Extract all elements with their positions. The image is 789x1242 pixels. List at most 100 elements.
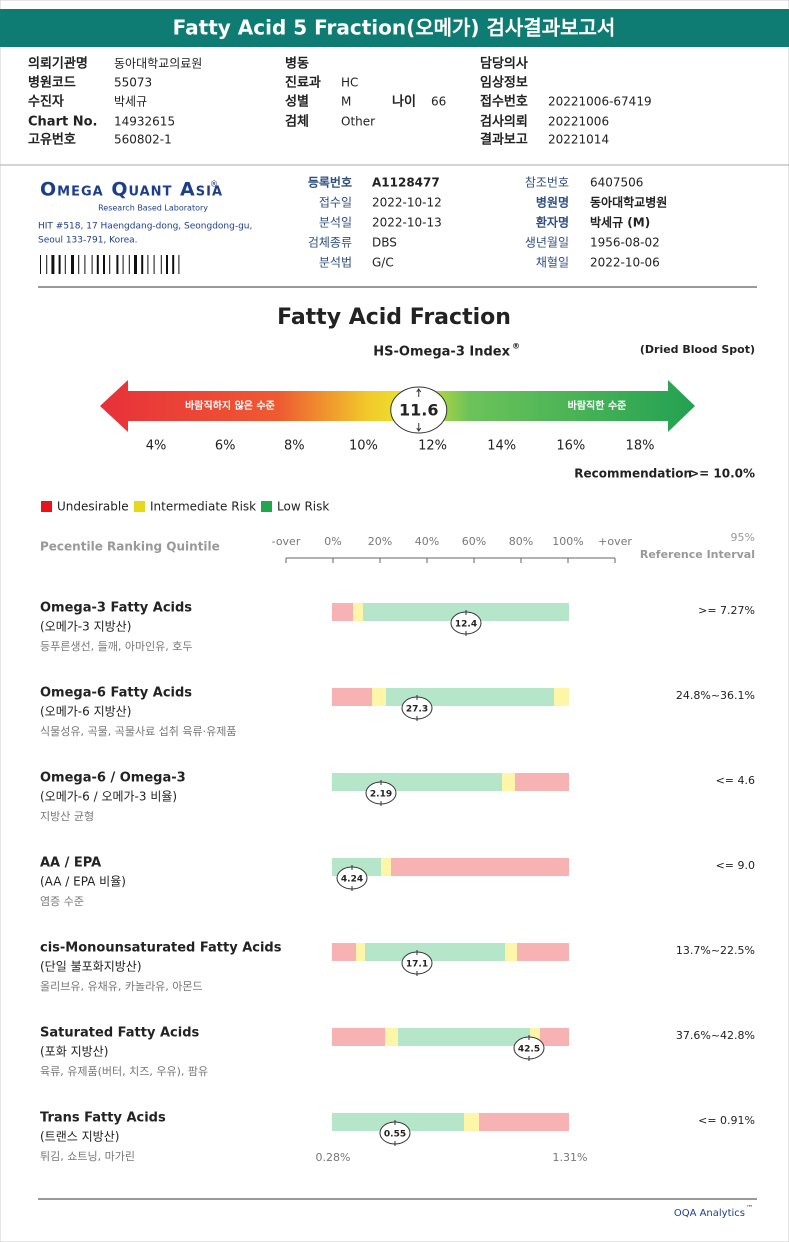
barcode-bar bbox=[134, 255, 137, 274]
info-label: 진료과 bbox=[285, 75, 321, 91]
barcode-bar bbox=[58, 255, 61, 274]
barcode-bar bbox=[84, 255, 86, 274]
barcode-bar bbox=[172, 255, 175, 274]
arrow-label: 바람직한 수준 bbox=[568, 399, 627, 412]
field-label: 등록번호 bbox=[308, 175, 352, 190]
barcode-bar bbox=[71, 255, 74, 274]
scale-label: 14% bbox=[487, 439, 516, 454]
axis-label: 20% bbox=[368, 535, 392, 548]
axis-label: +over bbox=[598, 535, 632, 548]
reference: <= 4.6 bbox=[716, 774, 755, 787]
reference: 37.6%~42.8% bbox=[676, 1029, 755, 1042]
tagline: Research Based Laboratory bbox=[98, 204, 208, 213]
axis-label: -over bbox=[272, 535, 301, 548]
range-segment bbox=[464, 1113, 479, 1131]
item-name-ko: (단일 불포화지방산) bbox=[40, 960, 142, 974]
scale-label: 10% bbox=[349, 439, 378, 454]
field-value: 1956-08-02 bbox=[590, 236, 660, 250]
scale-label: 12% bbox=[418, 439, 447, 454]
specimen: (Dried Blood Spot) bbox=[640, 343, 755, 356]
legend-swatch bbox=[261, 501, 272, 512]
field-value: 2022-10-13 bbox=[372, 216, 442, 230]
item-name-ko: (AA / EPA 비율) bbox=[40, 875, 126, 889]
range-segment bbox=[353, 603, 363, 621]
field-value: G/C bbox=[372, 256, 394, 270]
arrow-label: 바람직하지 않은 수준 bbox=[185, 399, 275, 412]
item-name-ko: (오메가-6 지방산) bbox=[40, 705, 131, 719]
barcode-bar bbox=[78, 255, 80, 274]
barcode-bar bbox=[122, 255, 124, 274]
info-label: 접수번호 bbox=[480, 94, 528, 110]
item-foods: 튀김, 쇼트닝, 마가린 bbox=[40, 1150, 135, 1163]
item-value: 12.4 bbox=[455, 620, 477, 630]
info-label: 수진자 bbox=[28, 94, 64, 110]
index-value: 11.6 bbox=[399, 401, 438, 420]
field-label: 분석법 bbox=[319, 256, 352, 270]
title-bar bbox=[0, 9, 789, 47]
axis-label: 80% bbox=[509, 535, 533, 548]
item-foods: 등푸른생선, 들깨, 아마인유, 호두 bbox=[40, 640, 193, 653]
info-label: 고유번호 bbox=[28, 133, 76, 148]
item-name: Omega-3 Fatty Acids bbox=[40, 601, 192, 616]
field-label: 생년월일 bbox=[525, 236, 569, 250]
range-segment bbox=[554, 688, 569, 706]
barcode-bar bbox=[160, 255, 162, 274]
index-marker bbox=[390, 386, 448, 434]
barcode-bar bbox=[141, 255, 144, 274]
range-segment bbox=[381, 858, 391, 876]
barcode-bar bbox=[64, 255, 66, 274]
barcode-bar bbox=[46, 255, 48, 274]
barcode-bar bbox=[91, 255, 93, 274]
recommendation: >= 10.0% bbox=[689, 467, 755, 481]
field-label: 분석일 bbox=[319, 216, 352, 230]
field-value: 2022-10-12 bbox=[372, 196, 442, 210]
info-value: 20221006 bbox=[548, 115, 609, 129]
field-value: 6407506 bbox=[590, 176, 643, 190]
ref-title: Reference Interval bbox=[640, 548, 755, 561]
field-value: DBS bbox=[372, 236, 397, 250]
range-segment bbox=[365, 943, 505, 961]
range-segment bbox=[372, 688, 386, 706]
info-label: 검체 bbox=[285, 115, 309, 130]
range-segment bbox=[332, 603, 353, 621]
item-foods: 지방산 균형 bbox=[40, 810, 94, 823]
field-label: 채혈일 bbox=[536, 256, 569, 270]
info-label: 임상정보 bbox=[480, 75, 528, 91]
field-value: 2022-10-06 bbox=[590, 256, 660, 270]
index-title: HS-Omega-3 Index bbox=[373, 345, 510, 360]
axis-label: 40% bbox=[415, 535, 439, 548]
axis-label: 60% bbox=[462, 535, 486, 548]
reference: <= 0.91% bbox=[698, 1114, 755, 1127]
info-value: 20221014 bbox=[548, 133, 609, 147]
range-label: 1.31% bbox=[553, 1151, 588, 1164]
legend-label: Undesirable bbox=[57, 500, 129, 514]
info-label: 나이 bbox=[392, 94, 416, 110]
range-segment bbox=[385, 1028, 398, 1046]
field-value: 박세규 (M) bbox=[590, 215, 650, 230]
barcode-bar bbox=[51, 255, 55, 274]
info-value: 66 bbox=[431, 95, 446, 109]
item-value: 2.19 bbox=[370, 790, 392, 800]
legend-swatch bbox=[41, 501, 52, 512]
range-segment bbox=[332, 943, 356, 961]
axis-label: 100% bbox=[552, 535, 583, 548]
item-foods: 염증 수준 bbox=[40, 895, 84, 908]
range-segment bbox=[391, 858, 569, 876]
reference: >= 7.27% bbox=[698, 604, 755, 617]
footer-mark: ™ bbox=[746, 1204, 753, 1212]
info-value: 55073 bbox=[114, 76, 152, 90]
range-segment bbox=[479, 1113, 569, 1131]
field-label: 참조번호 bbox=[525, 176, 569, 190]
ranking-title: Pecentile Ranking Quintile bbox=[40, 540, 220, 554]
address: Seoul 133-791, Korea. bbox=[38, 236, 138, 246]
field-label: 환자명 bbox=[536, 215, 569, 230]
legend-swatch bbox=[134, 501, 145, 512]
range-label: 0.28% bbox=[316, 1151, 351, 1164]
barcode-bar bbox=[109, 255, 111, 274]
marker-arrow bbox=[416, 388, 422, 432]
item-value: 42.5 bbox=[518, 1045, 540, 1055]
field-value: A1128477 bbox=[372, 176, 440, 190]
barcode-bar bbox=[147, 255, 149, 274]
info-label: Chart No. bbox=[28, 115, 97, 130]
